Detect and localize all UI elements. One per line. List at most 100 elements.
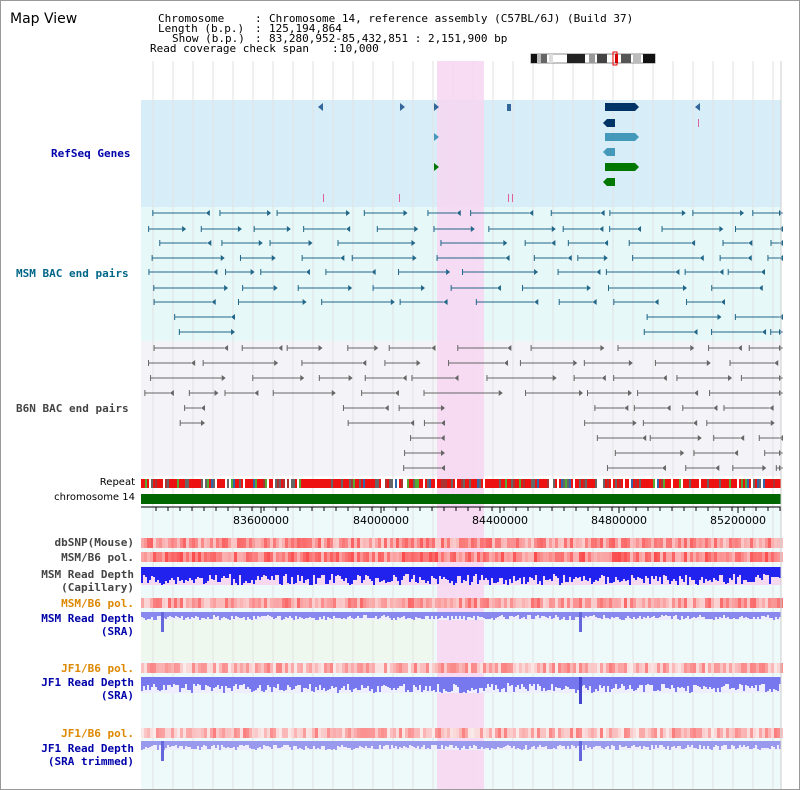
jf1-sra-depth-bar [537, 677, 539, 684]
jf1-trim-depth-bar [343, 741, 345, 747]
track-label-refseq[interactable]: RefSeq Genes [51, 147, 131, 160]
colon: : [332, 42, 339, 55]
jf1-sra-depth-bar [289, 677, 291, 687]
msm-capillary-depth-bar [483, 567, 485, 580]
pol-heat-cell [144, 552, 147, 562]
jf1-sra-depth-bar [351, 677, 353, 692]
msm-capillary-depth-bar [243, 567, 245, 583]
msm-capillary-depth-bar [511, 567, 513, 583]
jf1-sra-depth-bar [497, 677, 499, 689]
jf1-sra-depth-bar [717, 677, 719, 688]
pol-heat-cell [525, 728, 528, 738]
track-label-msm-b6-pol-2[interactable]: MSM/B6 pol. [61, 597, 134, 610]
track-label-jf1-read-depth-trimmed[interactable]: JF1 Read Depth (SRA trimmed) [41, 742, 134, 768]
jf1-trim-depth-bar [433, 741, 435, 745]
pol-heat-cell [306, 728, 309, 738]
msm-sra-depth-bar [707, 612, 709, 619]
repeat-segment [573, 479, 575, 488]
track-label-msm-read-depth-capillary[interactable]: MSM Read Depth (Capillary) [41, 568, 134, 594]
msm-sra-depth-bar [205, 612, 207, 619]
msm-sra-depth-bar [709, 612, 711, 619]
msm-capillary-depth-bar [629, 567, 631, 585]
pol-heat-cell [156, 552, 159, 562]
pol-heat-cell [384, 598, 387, 608]
jf1-sra-depth-bar [445, 677, 447, 691]
repeat-segment [663, 479, 665, 488]
msm-sra-depth-bar [569, 612, 571, 616]
pol-heat-cell [585, 728, 588, 738]
dbsnp-heat-cell [453, 538, 456, 548]
track-label-jf1-b6-pol[interactable]: JF1/B6 pol. [61, 662, 134, 675]
chromosome-value: Chromosome 14, reference assembly (C57BL… [269, 12, 634, 25]
jf1-trim-depth-bar [715, 741, 717, 745]
msm-sra-depth-bar [441, 612, 443, 616]
jf1-sra-depth-bar [365, 677, 367, 688]
repeat-segment [527, 479, 529, 488]
jf1-sra-depth-bar [509, 677, 511, 686]
pol-heat-cell [762, 598, 765, 608]
jf1-sra-depth-bar [143, 677, 145, 686]
pol-heat-cell [741, 663, 744, 673]
repeat-segment [731, 479, 733, 488]
repeat-segment [555, 479, 557, 488]
msm-sra-depth-bar [377, 612, 379, 619]
jf1-sra-depth-bar [607, 677, 609, 686]
pol-heat-cell [468, 663, 471, 673]
pol-heat-cell [582, 728, 585, 738]
repeat-segment [687, 479, 689, 488]
jf1-trim-depth-bar [497, 741, 499, 747]
pol-heat-cell [420, 663, 423, 673]
jf1-sra-depth-bar [197, 677, 199, 684]
jf1-trim-depth-bar [717, 741, 719, 746]
jf1-trim-depth-bar [327, 741, 329, 749]
msm-sra-depth-bar [173, 612, 175, 618]
track-label-dbsnp[interactable]: dbSNP(Mouse) [54, 536, 134, 549]
msm-sra-depth-bar [599, 612, 601, 618]
jf1-trim-depth-bar [251, 741, 253, 749]
bac-end-marker [214, 390, 219, 396]
repeat-segment [659, 479, 661, 488]
repeat-segment [211, 479, 213, 488]
msm-sra-depth-bar [239, 612, 241, 618]
track-label-b6n-bac[interactable]: B6N BAC end pairs [16, 402, 129, 415]
pol-heat-cell [723, 598, 726, 608]
track-label-msm-b6-pol[interactable]: MSM/B6 pol. [61, 551, 134, 564]
jf1-trim-depth-bar [313, 741, 315, 746]
bac-end-marker [505, 255, 510, 261]
track-label-msm-bac[interactable]: MSM BAC end pairs [16, 267, 129, 280]
msm-capillary-depth-bar [361, 567, 363, 583]
jf1-sra-depth-bar [259, 677, 261, 685]
msm-sra-depth-bar [659, 612, 661, 617]
msm-capillary-depth-bar [427, 567, 429, 581]
msm-capillary-depth-bar [337, 567, 339, 575]
repeat-segment [447, 479, 449, 488]
pol-heat-cell [513, 663, 516, 673]
pol-heat-cell [594, 728, 597, 738]
track-label-msm-read-depth-sra[interactable]: MSM Read Depth (SRA) [41, 612, 134, 638]
pol-heat-cell [519, 552, 522, 562]
pol-heat-cell [411, 728, 414, 738]
jf1-sra-depth-bar [249, 677, 251, 689]
bac-end-marker [770, 420, 775, 426]
pol-heat-cell [489, 663, 492, 673]
msm-sra-depth-bar [371, 612, 373, 618]
pol-heat-cell [450, 663, 453, 673]
repeat-segment [403, 479, 405, 488]
pol-heat-cell [666, 552, 669, 562]
msm-capillary-depth-bar [293, 567, 295, 584]
pol-heat-cell [204, 598, 207, 608]
jf1-trim-depth-bar [449, 741, 451, 745]
jf1-sra-depth-bar [231, 677, 233, 691]
pol-heat-cell [558, 552, 561, 562]
track-label-jf1-read-depth-sra[interactable]: JF1 Read Depth (SRA) [41, 676, 134, 702]
pol-heat-cell [723, 663, 726, 673]
msm-capillary-depth-bar [247, 567, 249, 583]
pol-heat-cell [681, 663, 684, 673]
pol-heat-cell [405, 552, 408, 562]
track-label-jf1-b6-pol-2[interactable]: JF1/B6 pol. [61, 727, 134, 740]
pol-heat-cell [507, 552, 510, 562]
pol-heat-cell [225, 598, 228, 608]
pol-heat-cell [651, 598, 654, 608]
jf1-trim-depth-bar [299, 741, 301, 748]
